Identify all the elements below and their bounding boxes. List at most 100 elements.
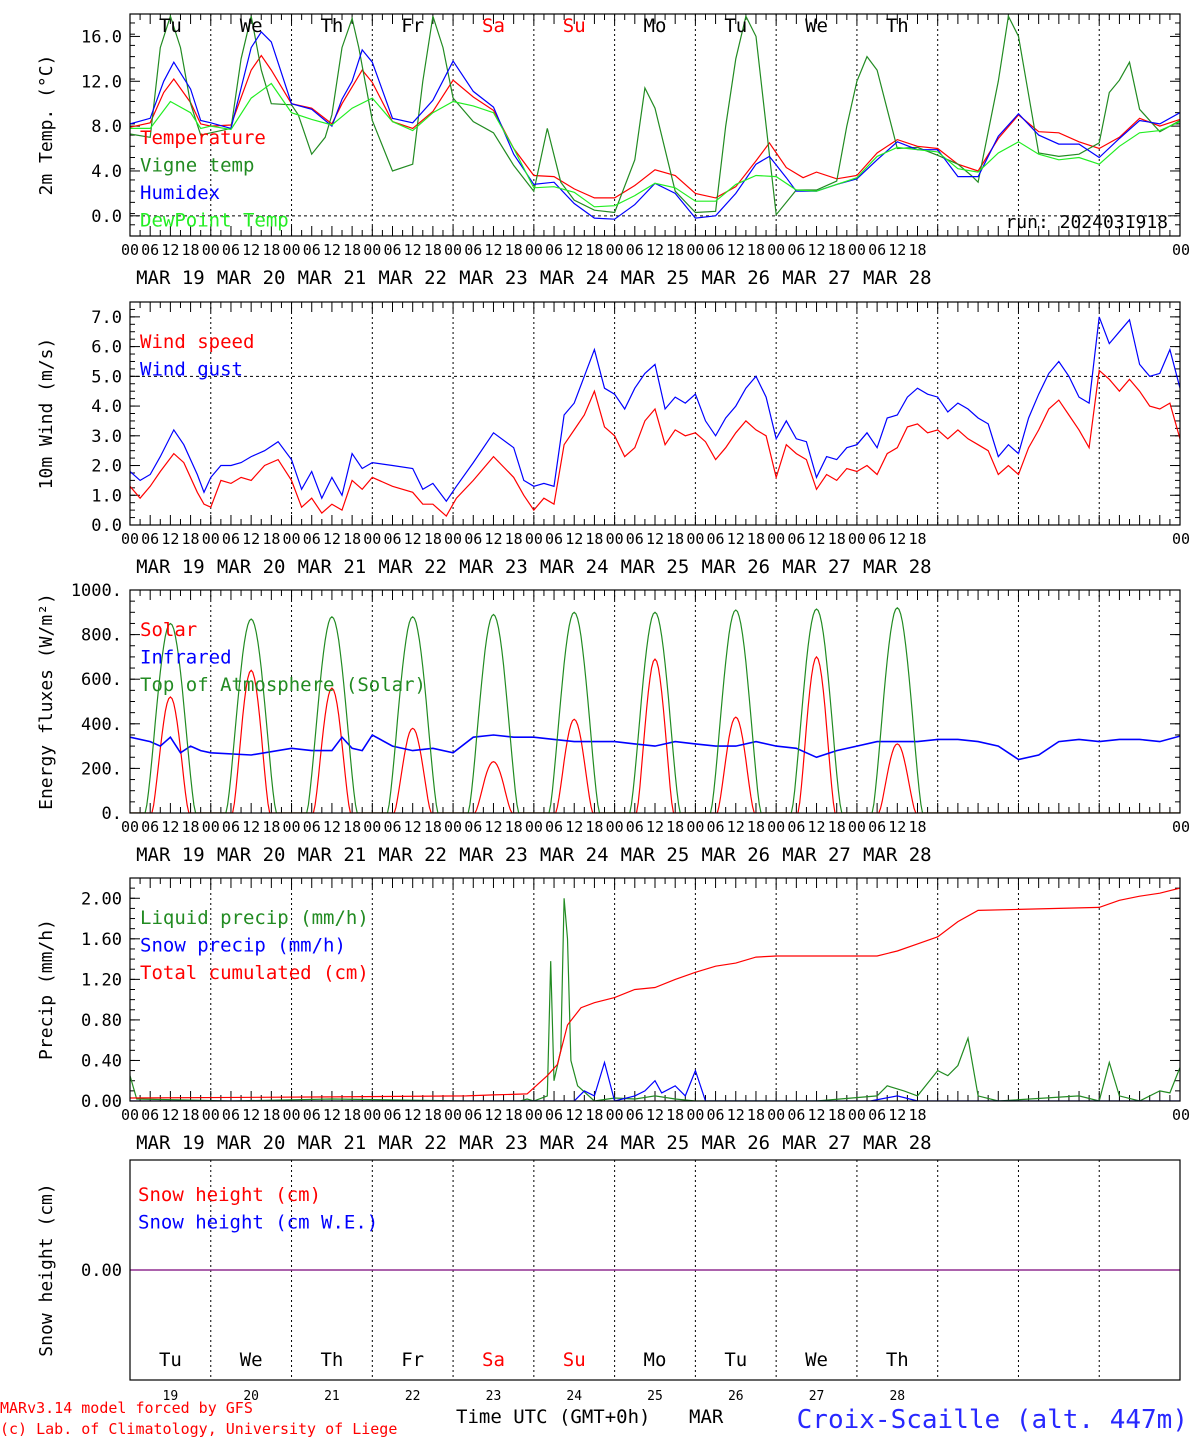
hour-label: 00 [525,530,543,548]
date-label: MAR 22 [378,1132,447,1154]
y-tick-label: 2.00 [81,889,122,909]
hour-label: 00 [686,241,704,259]
hour-label: 06 [868,241,886,259]
date-label: MAR 23 [459,844,528,866]
hour-label: 06 [303,530,321,548]
day-name-bottom: Th [886,1349,909,1371]
series-group [130,887,1180,1101]
legend-entry: Temperature [140,127,266,149]
series-group [130,316,1180,518]
hour-label: 06 [707,1106,725,1124]
date-label: MAR 27 [782,1132,851,1154]
hour-label: 00 [686,1106,704,1124]
hour-label: 18 [424,530,442,548]
day-name-bottom: Mo [644,1349,667,1371]
hour-label: 06 [787,818,805,836]
hour-label: 18 [908,1106,926,1124]
hour-label: 00 [444,1106,462,1124]
date-label: MAR 19 [136,556,205,578]
hour-label: 12 [404,818,422,836]
hour-label-end: 00 [1172,530,1190,548]
legend-entry: Snow height (cm W.E.) [138,1212,378,1234]
hour-label: 00 [606,1106,624,1124]
hour-label: 00 [767,818,785,836]
panel-4: 0.00 0.40 0.80 1.20 1.60 2.00 Precip (mm/h) Liq… [36,877,1190,1154]
hour-label: 00 [202,241,220,259]
hour-label: 06 [464,818,482,836]
hour-label: 12 [727,818,745,836]
hour-label: 06 [464,241,482,259]
hour-label: 06 [222,1106,240,1124]
hour-label: 12 [161,530,179,548]
hour-label: 00 [121,530,139,548]
hour-label: 00 [525,1106,543,1124]
hour-label: 12 [565,818,583,836]
hour-label: 00 [121,241,139,259]
series-line-2 [130,14,1180,217]
hour-label: 18 [262,818,280,836]
y-tick-label: 4.0 [91,162,122,182]
hour-label-end: 00 [1172,241,1190,259]
y-tick-label: 600. [81,670,122,690]
hour-label: 06 [707,818,725,836]
hour-label: 12 [161,241,179,259]
hour-label: 12 [404,1106,422,1124]
hour-label: 18 [828,818,846,836]
date-label: MAR 20 [217,844,286,866]
y-tick-label: 3.0 [91,427,122,447]
hour-label: 18 [747,1106,765,1124]
hour-label: 06 [141,818,159,836]
date-label: MAR 25 [621,1132,690,1154]
hour-label: 00 [606,241,624,259]
hour-label: 18 [828,1106,846,1124]
y-tick-label: 0.80 [81,1011,122,1031]
day-name-top: Su [563,15,586,37]
date-label: MAR 26 [701,556,770,578]
series-line-1 [130,369,1180,518]
plot-frame [129,1159,1181,1381]
legend-entry: Humidex [140,182,220,204]
hour-label: 00 [606,530,624,548]
y-axis-label: 2m Temp. (°C) [36,55,57,196]
day-name-top: Tu [159,15,182,37]
hour-label: 00 [444,530,462,548]
hour-label: 18 [908,530,926,548]
hour-label: 06 [303,818,321,836]
hour-label: 18 [828,241,846,259]
hour-label: 18 [262,530,280,548]
hour-label: 06 [222,530,240,548]
hour-label: 06 [303,241,321,259]
hour-label: 12 [808,241,826,259]
day-name-top: Fr [401,15,424,37]
day-number: 23 [486,1389,502,1404]
hour-label: 18 [343,818,361,836]
hour-label: 18 [424,818,442,836]
y-tick-label: 1000. [71,581,122,601]
hour-label: 00 [767,1106,785,1124]
hour-label: 00 [686,530,704,548]
panel-1: 0.0 4.0 8.0 12.0 16.0 2m Temp. (°C) Temperatur… [36,13,1190,289]
hour-label: 00 [848,1106,866,1124]
hour-label: 06 [787,1106,805,1124]
date-label: MAR 24 [540,1132,609,1154]
hour-label: 06 [545,530,563,548]
hour-label: 12 [242,530,260,548]
hour-label: 06 [545,818,563,836]
y-axis-label: 10m Wind (m/s) [36,338,57,490]
hour-label: 06 [222,818,240,836]
day-name-bottom: Su [563,1349,586,1371]
date-label: MAR 24 [540,556,609,578]
series-line-2 [130,1060,1180,1101]
hour-label: 18 [828,530,846,548]
hour-label: 06 [626,530,644,548]
date-label: MAR 23 [459,1132,528,1154]
hour-label: 00 [848,241,866,259]
y-tick-label: 1.60 [81,930,122,950]
hour-label: 00 [444,818,462,836]
hour-label: 00 [444,241,462,259]
date-label: MAR 26 [701,267,770,289]
hour-label: 06 [707,241,725,259]
hour-label: 12 [646,818,664,836]
date-label: MAR 25 [621,844,690,866]
